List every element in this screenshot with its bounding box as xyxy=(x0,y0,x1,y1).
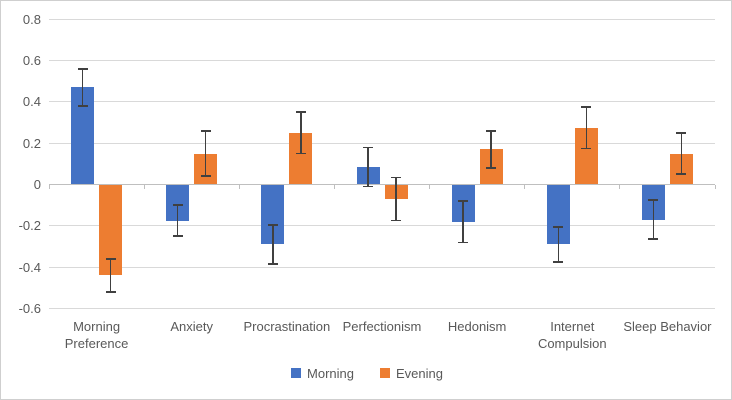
bar-evening xyxy=(99,184,123,276)
category-label: Internet Compulsion xyxy=(537,319,607,351)
y-tick-label: -0.4 xyxy=(18,259,41,275)
category-label: Sleep Behavior xyxy=(623,319,712,334)
error-bar-cap xyxy=(581,147,592,150)
axis-tick-mark xyxy=(143,184,145,189)
gridline xyxy=(49,18,715,20)
legend-item-morning: Morning xyxy=(291,366,354,381)
y-tick-label: 0.6 xyxy=(22,53,41,69)
bar-evening xyxy=(574,127,598,185)
error-bar-line xyxy=(490,130,492,168)
error-bar-cap xyxy=(486,130,497,132)
error-bar-line xyxy=(109,258,112,292)
y-tick-label: -0.6 xyxy=(18,300,41,316)
error-bar-line xyxy=(585,107,588,149)
y-tick-label: 0 xyxy=(33,177,41,192)
legend-label-evening: Evening xyxy=(395,365,443,381)
error-bar-cap xyxy=(77,105,88,107)
axis-tick-mark xyxy=(333,184,335,189)
error-bar-cap xyxy=(486,167,497,169)
error-bar-cap xyxy=(676,132,687,134)
error-bar-cap xyxy=(105,258,116,260)
gridline xyxy=(49,60,715,62)
error-bar-cap xyxy=(105,291,116,293)
error-bar-cap xyxy=(267,263,278,265)
bar-morning xyxy=(166,184,190,221)
error-bar-cap xyxy=(172,235,183,237)
error-bar-line xyxy=(462,201,464,243)
gridline xyxy=(49,142,715,144)
axis-tick-mark xyxy=(429,184,431,189)
gridline xyxy=(49,266,715,268)
legend-marker-morning xyxy=(291,368,302,378)
error-bar-cap xyxy=(172,204,183,206)
error-bar-cap xyxy=(267,224,278,226)
bar-morning xyxy=(261,184,285,245)
category-label: Morning Preference xyxy=(64,319,129,351)
axis-tick-mark xyxy=(48,184,50,189)
legend-marker-evening xyxy=(379,368,390,378)
y-tick-label: -0.2 xyxy=(18,218,41,234)
error-bar-line xyxy=(680,132,683,175)
error-bar-cap xyxy=(295,152,306,155)
legend: Morning Evening xyxy=(1,362,731,384)
category-label: Procrastination xyxy=(243,319,331,334)
bar-morning xyxy=(546,184,570,245)
axis-tick-mark xyxy=(238,184,240,189)
category-label: Anxiety xyxy=(170,319,214,334)
error-bar-line xyxy=(395,177,397,221)
error-bar-cap xyxy=(77,68,88,70)
gridline xyxy=(49,101,715,103)
category-label: Hedonism xyxy=(447,319,507,334)
gridline xyxy=(49,307,715,309)
error-bar-line xyxy=(557,226,560,262)
axis-tick-mark xyxy=(714,184,716,189)
category-label: Perfectionism xyxy=(342,319,422,334)
error-bar-cap xyxy=(676,173,687,175)
error-bar-line xyxy=(204,130,207,177)
axis-tick-mark xyxy=(524,184,526,189)
error-bar-line xyxy=(272,224,274,264)
error-bar-cap xyxy=(581,106,592,108)
error-bar-cap xyxy=(391,176,401,179)
error-bar-cap xyxy=(458,200,469,202)
error-bar-cap xyxy=(295,111,306,113)
error-bar-line xyxy=(652,199,655,240)
error-bar-line xyxy=(367,147,369,187)
error-bar-cap xyxy=(648,199,659,201)
error-bar-cap xyxy=(200,130,211,132)
error-bar-line xyxy=(300,112,302,154)
error-bar-cap xyxy=(391,219,401,222)
error-bar-cap xyxy=(363,185,373,188)
error-bar-cap xyxy=(553,226,564,228)
error-bar-line xyxy=(176,205,179,237)
error-bar-cap xyxy=(648,238,659,240)
y-tick-label: 0.2 xyxy=(22,135,41,151)
zero-axis-line xyxy=(49,184,715,185)
bar-morning xyxy=(71,87,95,185)
error-bar-cap xyxy=(553,261,564,263)
gridline xyxy=(49,225,715,227)
error-bar-cap xyxy=(200,175,211,177)
y-tick-label: 0.4 xyxy=(22,94,41,110)
legend-label-morning: Morning xyxy=(307,365,354,381)
error-bar-cap xyxy=(363,146,373,149)
legend-item-evening: Evening xyxy=(379,365,443,381)
y-tick-label: 0.8 xyxy=(22,11,41,27)
axis-tick-mark xyxy=(619,184,621,189)
error-bar-cap xyxy=(458,241,469,244)
bar-evening xyxy=(289,132,313,185)
error-bar-line xyxy=(81,68,84,107)
